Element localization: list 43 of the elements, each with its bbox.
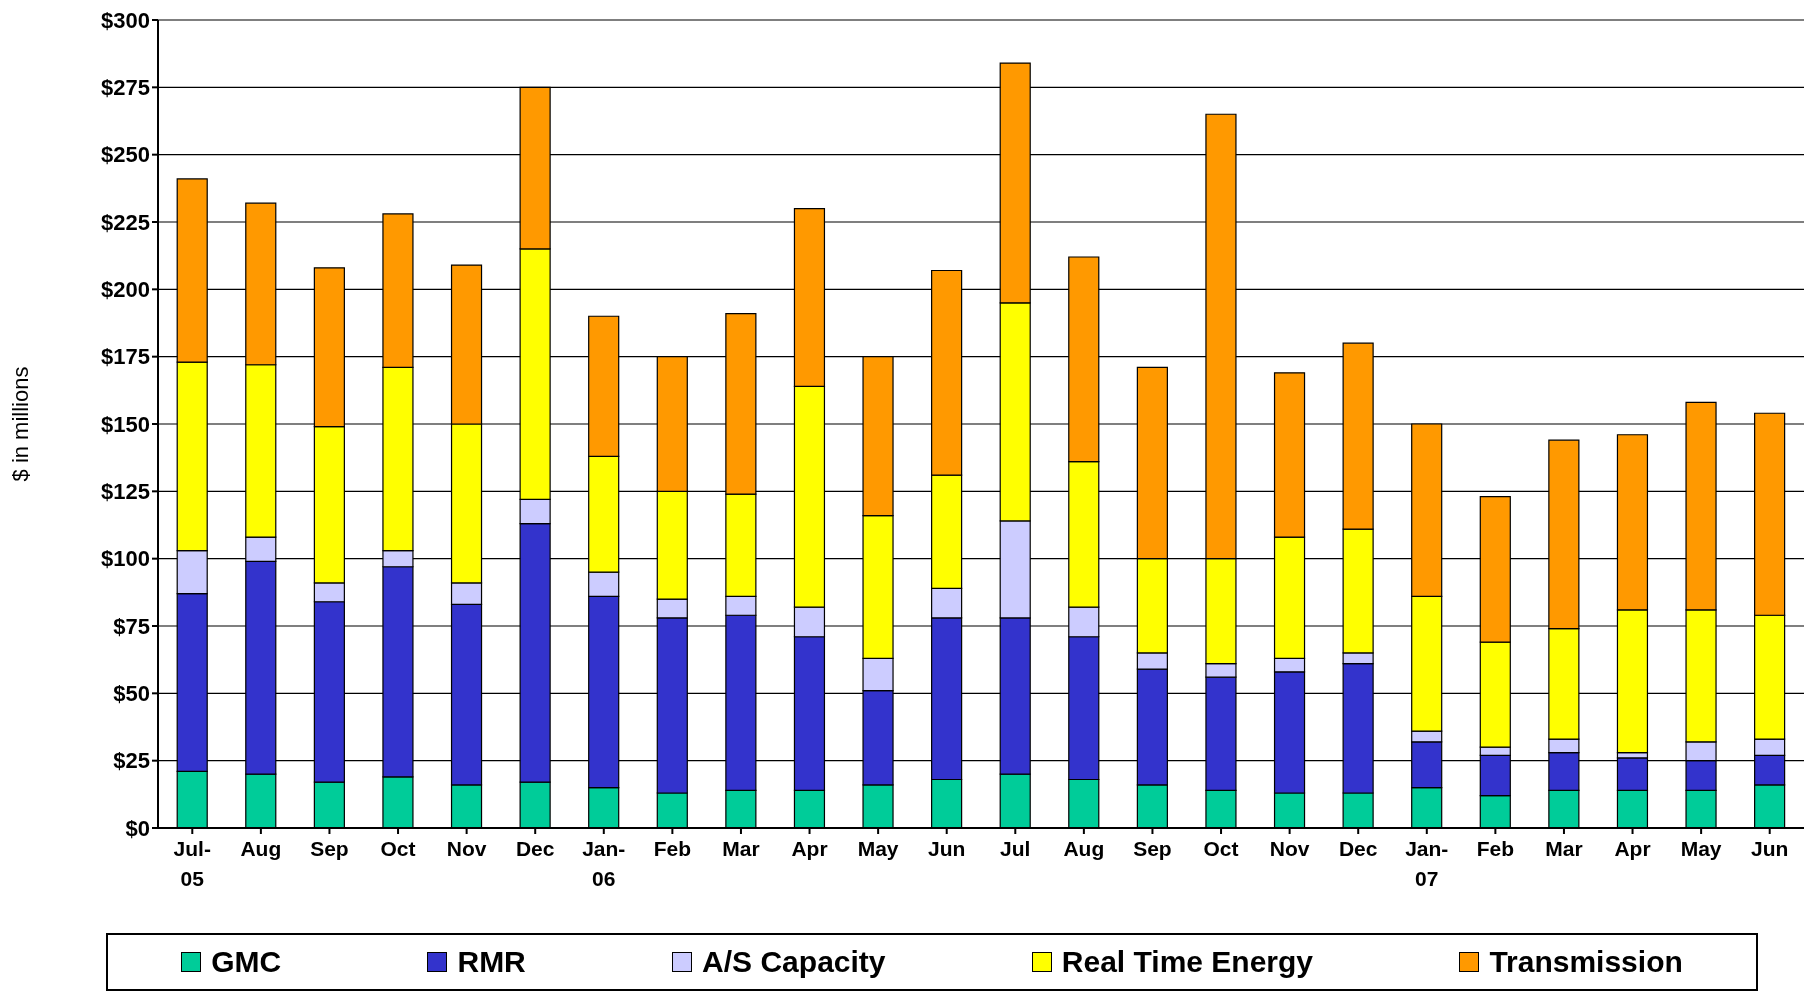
x-tick-label: Sep <box>1133 837 1172 860</box>
x-tick-label: Dec <box>1338 837 1378 860</box>
x-tick-label: Aug <box>1063 837 1105 860</box>
y-tick-label: $275 <box>101 75 150 101</box>
x-tick-label: Nov <box>446 837 487 860</box>
x-tick-label: Mar <box>722 837 760 860</box>
x-tick-label: Oct <box>380 837 416 860</box>
x-tick-label: Dec <box>515 837 555 860</box>
legend-label: RMR <box>457 945 526 979</box>
y-tick-label: $125 <box>101 479 150 505</box>
x-tick-label: Jan-06 <box>582 837 626 890</box>
x-tick-label: Oct <box>1203 837 1239 860</box>
legend-label: Real Time Energy <box>1061 945 1314 979</box>
x-tick-label: Jul-05 <box>173 837 211 890</box>
x-tick-label: Apr <box>1614 837 1651 860</box>
x-tick-label: Feb <box>653 837 692 860</box>
legend-label: GMC <box>211 945 282 979</box>
x-tick-label: May <box>857 837 899 860</box>
y-tick-label: $200 <box>101 277 150 303</box>
y-tick-label: $50 <box>113 681 150 707</box>
y-tick-label: $175 <box>101 344 150 370</box>
y-tick-label: $25 <box>113 748 150 774</box>
x-tick-label: Sep <box>310 837 349 860</box>
x-tick-label: Jun <box>1751 837 1789 860</box>
y-tick-label: $250 <box>101 142 150 168</box>
legend-label: A/S Capacity <box>702 945 886 979</box>
x-tick-label: Mar <box>1545 837 1583 860</box>
x-tick-label: Jul <box>1000 837 1031 860</box>
x-tick-label: Jan-07 <box>1405 837 1449 890</box>
x-tick-label: Nov <box>1269 837 1310 860</box>
y-tick-label: $300 <box>101 7 150 33</box>
x-tick-label: Aug <box>240 837 282 860</box>
y-tick-label: $100 <box>101 546 150 572</box>
y-tick-label: $75 <box>113 613 150 639</box>
x-tick-label: Jun <box>928 837 966 860</box>
x-tick-label: May <box>1680 837 1722 860</box>
y-tick-label: $225 <box>101 209 150 235</box>
legend-label: Transmission <box>1489 945 1683 979</box>
x-tick-label: Feb <box>1476 837 1515 860</box>
y-tick-label: $150 <box>101 411 150 437</box>
x-tick-label: Apr <box>791 837 828 860</box>
y-axis-title: $ in millions <box>7 366 33 482</box>
y-tick-label: $0 <box>125 815 150 841</box>
